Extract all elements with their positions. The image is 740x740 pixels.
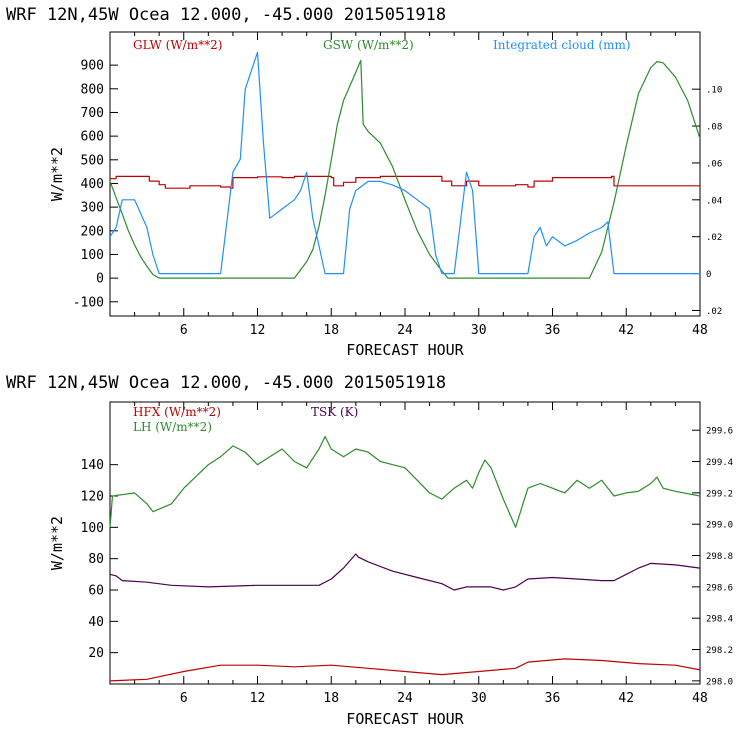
chart1-y2-tick-label: .06	[706, 159, 722, 169]
chart2-x-tick-label: 12	[250, 691, 266, 706]
chart1-title: WRF 12N,45W Ocea 12.000, -45.000 2015051…	[6, 5, 446, 25]
legend-gsw: GSW (W/m**2)	[323, 38, 414, 52]
chart1-y2-tick-label: .02	[706, 307, 722, 317]
chart2-x-tick-label: 36	[545, 691, 561, 706]
legend-integrated-cloud: Integrated cloud (mm)	[493, 38, 631, 52]
chart2-x-tick-label: 6	[180, 691, 188, 706]
chart2-title: WRF 12N,45W Ocea 12.000, -45.000 2015051…	[6, 373, 446, 393]
chart1-x-tick-label: 30	[471, 323, 487, 338]
chart2-x-axis-label: FORECAST HOUR	[346, 710, 464, 728]
chart1-y2-tick-label: .04	[706, 196, 722, 206]
chart1-y-tick-label: 200	[81, 224, 104, 239]
series-line-glw	[110, 175, 700, 189]
chart2-y-tick-label: 20	[88, 646, 104, 661]
chart2-x-tick-label: 18	[323, 691, 339, 706]
chart1-y2-tick-label: .10	[706, 86, 722, 96]
chart1-y-tick-label: -100	[73, 295, 104, 310]
chart2-y2-tick-label: 299.0	[706, 521, 733, 531]
chart2-y2-tick-label: 299.6	[706, 427, 733, 437]
chart2-x-tick-label: 48	[692, 691, 708, 706]
chart2-y-tick-label: 140	[81, 458, 104, 473]
chart2-y-tick-label: 40	[88, 615, 104, 630]
chart2-y-tick-label: 80	[88, 552, 104, 567]
series-line-gsw	[109, 59, 701, 279]
chart1-x-axis-label: FORECAST HOUR	[346, 341, 464, 359]
series-line-tsk	[109, 553, 701, 591]
chart2-y-axis-label: W/m**2	[48, 516, 66, 570]
chart2-y2-tick-label: 298.0	[706, 677, 733, 687]
chart2-y2-tick-label: 298.4	[706, 615, 733, 625]
chart1-y2-tick-label: 0	[706, 270, 711, 280]
chart1-y2-tick-label: .02	[706, 233, 722, 243]
series-line-lh	[109, 435, 701, 528]
chart1-x-tick-label: 48	[692, 323, 708, 338]
legend-glw: GLW (W/m**2)	[133, 38, 222, 52]
series-line-hfx	[109, 658, 701, 682]
chart2-axes: 6 12 18 24 30 36 42 48 20 40 60 80 100 120 140 298.0 298…	[81, 402, 733, 706]
chart1-axes: 6 12 18 24 30 36 42 48 -100 0 100 200 300 400 500 600 70…	[73, 32, 722, 338]
chart2-y-tick-label: 60	[88, 584, 104, 599]
chart2-y2-tick-label: 299.2	[706, 489, 733, 499]
chart1-y-tick-label: 700	[81, 106, 104, 121]
chart1-y2-tick-label: .08	[706, 123, 722, 133]
chart2-y2-tick-label: 298.2	[706, 646, 733, 656]
chart2-y2-tick-label: 298.6	[706, 583, 733, 593]
chart2-y-tick-label: 120	[81, 490, 104, 505]
chart2-plot-frame	[109, 401, 701, 685]
chart1-y-tick-label: 400	[81, 177, 104, 192]
series-line-integrated	[109, 51, 700, 275]
chart1-y-tick-label: 900	[81, 59, 104, 74]
chart1-y-tick-label: 0	[96, 272, 104, 287]
chart1-y-tick-label: 800	[81, 82, 104, 97]
legend-lh: LH (W/m**2)	[133, 420, 212, 434]
chart2-x-tick-label: 24	[397, 691, 413, 706]
chart-radiation-cloud: WRF 12N,45W Ocea 12.000, -45.000 2015051…	[6, 5, 722, 359]
chart2-y2-tick-label: 299.4	[706, 458, 733, 468]
chart1-x-tick-label: 24	[397, 323, 413, 338]
chart2-x-tick-label: 30	[471, 691, 487, 706]
chart2-y-tick-label: 100	[81, 521, 104, 536]
chart1-x-tick-label: 6	[180, 323, 188, 338]
chart1-series	[109, 51, 701, 279]
chart1-x-tick-label: 12	[250, 323, 266, 338]
chart1-x-tick-label: 18	[323, 323, 339, 338]
legend-tsk: TSK (K)	[311, 405, 358, 419]
chart2-y2-tick-label: 298.8	[706, 552, 733, 562]
chart2-x-tick-label: 42	[618, 691, 634, 706]
chart1-y-axis-label: W/m**2	[48, 147, 66, 201]
legend-hfx: HFX (W/m**2)	[133, 405, 221, 419]
chart1-y-tick-label: 600	[81, 130, 104, 145]
chart1-x-tick-label: 42	[618, 323, 634, 338]
chart1-y-tick-label: 500	[81, 153, 104, 168]
chart-fluxes-skin-temp: WRF 12N,45W Ocea 12.000, -45.000 2015051…	[6, 373, 733, 728]
chart1-y-tick-label: 300	[81, 201, 104, 216]
chart1-x-tick-label: 36	[545, 323, 561, 338]
chart1-y-tick-label: 100	[81, 248, 104, 263]
chart2-series	[109, 435, 701, 682]
